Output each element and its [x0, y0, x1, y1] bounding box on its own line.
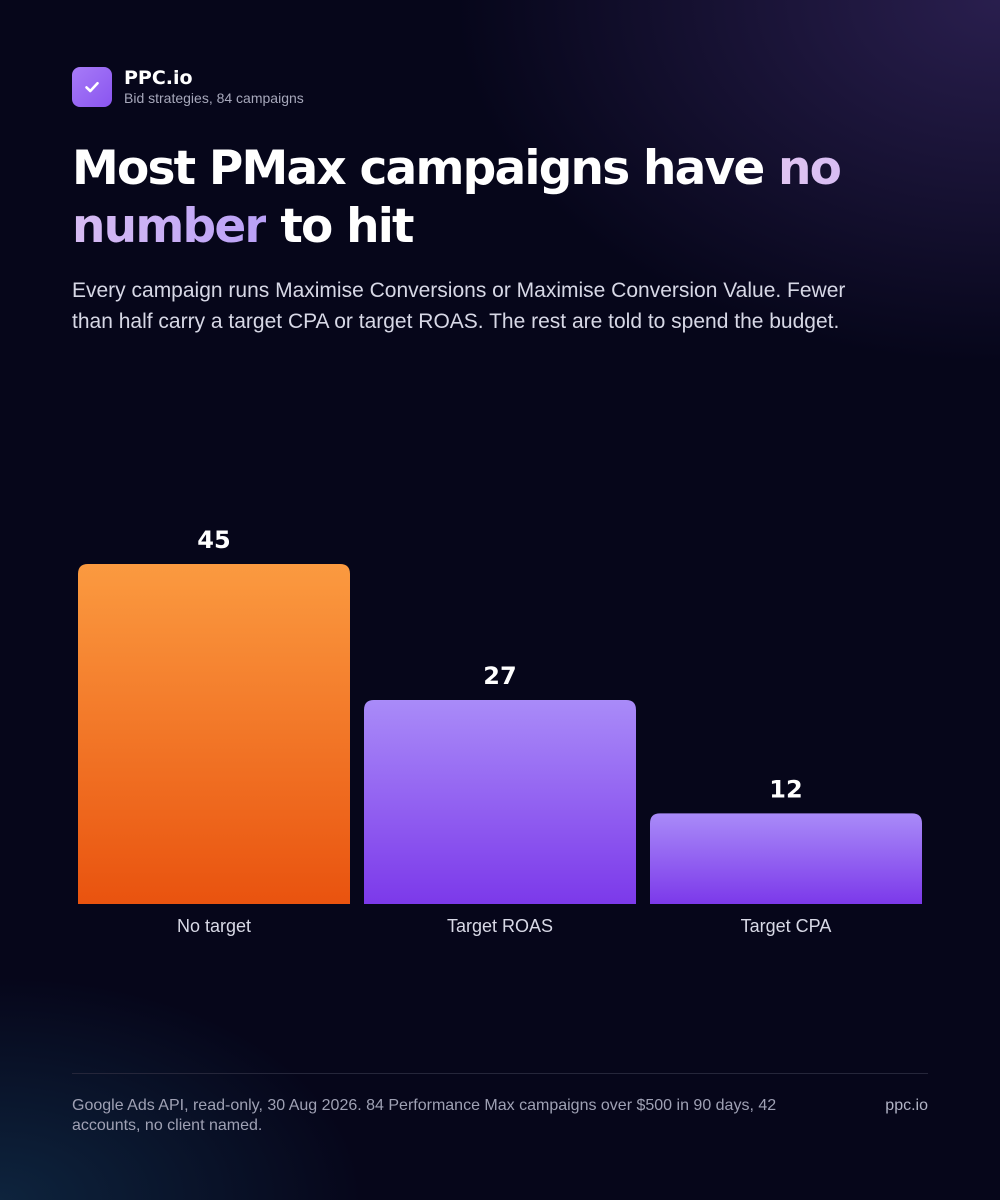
headline: Most PMax campaigns have no number to hi… — [72, 140, 932, 256]
headline-text-end: to hit — [265, 199, 414, 254]
headline-text: Most PMax campaigns have — [72, 141, 778, 196]
category-label: Target ROAS — [447, 916, 553, 936]
footer-site-link[interactable]: ppc.io — [885, 1097, 928, 1114]
category-label: Target CPA — [741, 916, 832, 936]
footer-divider — [72, 1073, 928, 1074]
bar-chart: 45 No target 27 Target ROAS 12 Target CPA — [78, 526, 922, 936]
bar-value-label: 45 — [197, 526, 230, 554]
footer-source-note: Google Ads API, read-only, 30 Aug 2026. … — [72, 1097, 777, 1134]
headline-highlight: no number — [72, 141, 842, 254]
category-label: No target — [177, 916, 251, 936]
brand-name: PPC.io — [124, 67, 193, 89]
bar-target-cpa — [650, 813, 922, 904]
lead-paragraph: Every campaign runs Maximise Conversions… — [72, 279, 846, 333]
bar-target-roas — [364, 700, 636, 904]
bar-value-label: 27 — [483, 662, 516, 690]
check-icon — [72, 67, 112, 107]
brand-subtitle: Bid strategies, 84 campaigns — [124, 90, 304, 106]
bar-value-label: 12 — [769, 775, 802, 803]
brand-header: PPC.io Bid strategies, 84 campaigns — [72, 67, 304, 107]
bar-no-target — [78, 564, 350, 904]
